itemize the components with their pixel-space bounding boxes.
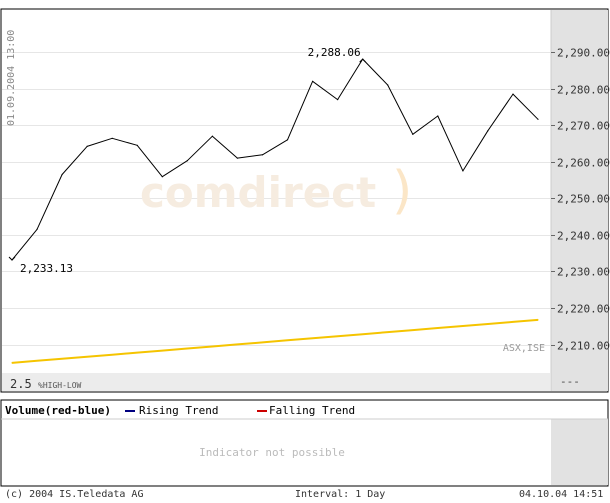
trend-point <box>236 343 238 345</box>
y-tick-labels: 2,290.00 2,280.00 2,270.00 2,260.00 2,250.00… <box>551 47 610 353</box>
price-point <box>61 173 63 176</box>
price-point <box>161 176 163 178</box>
range-label-value: 2.5 <box>10 377 32 391</box>
falling-trend-label: Falling Trend <box>269 404 356 417</box>
main-panel-frame <box>0 8 609 393</box>
range-label-text: %HIGH-LOW <box>38 381 82 390</box>
trend-point <box>111 354 113 356</box>
price-point <box>136 144 138 146</box>
price-point <box>86 145 88 147</box>
price-point <box>412 133 414 135</box>
indicator-axis-panel <box>551 419 608 485</box>
timestamp-label: 01.09.2004 13:00 <box>6 30 17 126</box>
trend-point <box>161 350 163 352</box>
price-point <box>236 157 238 159</box>
trend-point <box>412 329 414 331</box>
trend-point <box>86 356 88 358</box>
annotation-layer: 2,233.13 2,288.06 <box>8 46 367 275</box>
trend-point <box>312 337 314 339</box>
range-label-box <box>2 373 550 391</box>
annotation-label: 2,288.06 <box>308 46 361 59</box>
price-point <box>312 80 314 82</box>
price-point <box>537 118 539 120</box>
price-point <box>211 135 213 137</box>
trend-point <box>512 321 514 323</box>
footer-date: 04.10.04 14:51 <box>519 489 604 500</box>
trend-point <box>286 339 289 341</box>
trend-point <box>261 341 264 343</box>
indicator-message: Indicator not possible <box>199 446 345 459</box>
y-axis-panel <box>551 10 608 391</box>
price-point <box>387 84 389 86</box>
price-point <box>337 99 339 101</box>
y-tick-label: 2,250.00 <box>557 193 610 206</box>
watermark: comdirect <box>140 168 376 217</box>
y-tick-label: 2,270.00 <box>557 120 610 133</box>
y-tick-label: 2,230.00 <box>557 266 610 279</box>
trend-point <box>337 335 339 337</box>
y-tick-label: 2,240.00 <box>557 230 610 243</box>
price-point <box>437 115 439 117</box>
trend-point <box>11 362 13 364</box>
copyright: (c) 2004 IS.Teledata AG <box>5 489 144 500</box>
lower-right-marker: --- <box>560 375 580 388</box>
indicator-panel-frame <box>0 399 609 487</box>
trend-line <box>11 318 539 364</box>
trend-point <box>437 327 439 329</box>
rising-trend-label: Rising Trend <box>139 404 219 417</box>
trend-point <box>362 333 364 335</box>
price-point <box>186 160 188 162</box>
interval-label: Interval: 1 Day <box>295 489 386 500</box>
y-tick-label: 2,280.00 <box>557 84 610 97</box>
y-tick-label: 2,260.00 <box>557 157 610 170</box>
trend-point <box>136 352 138 354</box>
price-line <box>11 58 539 261</box>
y-tick-label: 2,210.00 <box>557 340 610 353</box>
annotation-marker <box>359 58 367 63</box>
trend-point <box>537 319 539 321</box>
trend-point <box>211 345 213 348</box>
volume-label: Volume(red-blue) <box>5 404 111 417</box>
trend-point <box>61 358 63 360</box>
price-point <box>462 170 464 172</box>
price-point <box>487 130 489 132</box>
trend-point <box>387 331 389 333</box>
price-point <box>36 228 38 230</box>
annotation-marker <box>8 256 16 261</box>
trend-point <box>36 360 38 362</box>
series-layer <box>11 58 539 364</box>
y-tick-label: 2,290.00 <box>557 47 610 60</box>
watermark-paren: ) <box>392 161 412 221</box>
y-tick-label: 2,220.00 <box>557 303 610 316</box>
price-point <box>512 93 514 95</box>
grid-lines <box>2 52 551 346</box>
trend-point <box>186 347 188 350</box>
price-point <box>286 139 289 141</box>
price-point <box>111 137 113 139</box>
trend-point <box>487 323 489 325</box>
exchange-label: ASX,ISE <box>503 343 545 354</box>
price-point <box>261 154 264 156</box>
trend-point <box>462 325 464 327</box>
annotation-label: 2,233.13 <box>20 262 73 275</box>
